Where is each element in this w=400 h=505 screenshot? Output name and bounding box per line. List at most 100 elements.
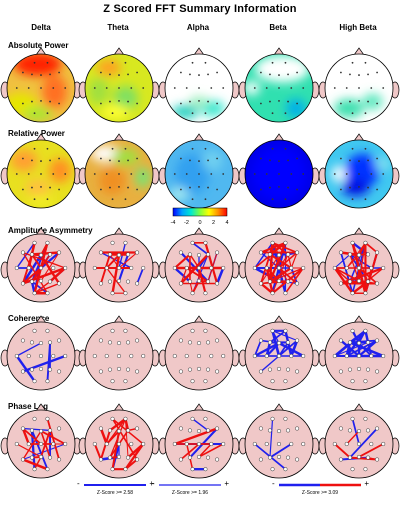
positive-link bbox=[268, 241, 274, 283]
electrode bbox=[267, 428, 273, 433]
electrode bbox=[347, 252, 353, 257]
electrode bbox=[191, 61, 194, 64]
electrode bbox=[258, 338, 263, 343]
positive-link bbox=[33, 280, 51, 294]
electrode bbox=[253, 173, 256, 175]
electrode bbox=[285, 252, 291, 257]
power-region bbox=[285, 98, 307, 118]
coherence-map-theta bbox=[78, 315, 160, 391]
negative-link bbox=[290, 339, 298, 357]
electrode bbox=[203, 291, 208, 296]
scalp-outline bbox=[324, 409, 394, 479]
negative-link bbox=[215, 266, 225, 285]
electrode bbox=[365, 455, 371, 460]
positive-link bbox=[126, 442, 145, 459]
electrode bbox=[276, 454, 282, 459]
electrode bbox=[289, 441, 294, 447]
electrode bbox=[367, 73, 369, 76]
electrode bbox=[125, 279, 131, 284]
electrode bbox=[92, 265, 97, 271]
amplitude-asymmetry-map-delta bbox=[0, 227, 82, 303]
relative-power-map-theta bbox=[78, 133, 160, 209]
negative-link bbox=[349, 253, 373, 269]
electrode bbox=[351, 112, 354, 115]
positive-link bbox=[198, 443, 225, 458]
electrode bbox=[204, 198, 207, 201]
electrode bbox=[196, 441, 202, 447]
electrode bbox=[110, 416, 115, 421]
electrode bbox=[40, 87, 42, 89]
negative-link bbox=[191, 241, 209, 256]
electrode bbox=[141, 441, 146, 447]
electrode bbox=[180, 71, 182, 74]
electrode bbox=[276, 429, 282, 434]
scalp-outline bbox=[324, 321, 394, 391]
electrode bbox=[135, 457, 140, 462]
electrode bbox=[104, 353, 109, 359]
absolute-power-map-theta bbox=[78, 47, 160, 123]
electrode bbox=[49, 186, 51, 189]
colorbar-tick-label: -2 bbox=[184, 220, 189, 226]
electrode bbox=[205, 367, 211, 372]
electrode bbox=[110, 328, 115, 333]
electrode bbox=[116, 265, 122, 271]
amplitude-asymmetry-map-beta bbox=[238, 227, 320, 303]
electrode bbox=[267, 455, 273, 460]
electrode bbox=[367, 186, 369, 189]
electrode bbox=[351, 198, 354, 201]
electrode bbox=[135, 426, 140, 431]
electrode bbox=[109, 100, 111, 103]
electrode bbox=[49, 159, 51, 162]
electrode bbox=[215, 369, 220, 374]
electrode bbox=[191, 147, 194, 150]
negative-link bbox=[173, 266, 192, 283]
electrode bbox=[178, 457, 183, 462]
electrode bbox=[270, 379, 275, 384]
electrode bbox=[27, 173, 30, 175]
positive-link bbox=[358, 267, 378, 285]
electrode bbox=[285, 340, 291, 345]
electrode bbox=[125, 340, 131, 345]
positive-link bbox=[278, 251, 298, 269]
electrode bbox=[111, 112, 114, 115]
positive-link bbox=[260, 254, 280, 285]
electrode bbox=[265, 87, 268, 89]
power-region bbox=[175, 153, 210, 195]
electrode bbox=[20, 338, 25, 343]
power-region bbox=[202, 150, 223, 171]
positive-link bbox=[364, 251, 379, 295]
coherence-map-beta bbox=[238, 315, 320, 391]
electrode bbox=[196, 353, 202, 359]
electrode bbox=[276, 278, 282, 283]
electrode bbox=[365, 428, 371, 433]
electrode bbox=[20, 426, 25, 431]
electrode bbox=[264, 353, 269, 359]
electrode bbox=[38, 341, 44, 346]
electrode bbox=[340, 188, 342, 191]
electrode bbox=[93, 87, 96, 89]
power-region bbox=[342, 179, 370, 196]
scalp-outline bbox=[244, 139, 314, 209]
electrode bbox=[205, 455, 211, 460]
electrode bbox=[110, 291, 115, 296]
electrode bbox=[350, 416, 355, 421]
electrode bbox=[22, 188, 24, 191]
electrode bbox=[98, 369, 103, 374]
positive-link bbox=[290, 251, 298, 269]
electrode bbox=[26, 353, 31, 359]
electrode bbox=[215, 281, 220, 286]
negative-link bbox=[340, 251, 354, 294]
electrode bbox=[116, 441, 122, 447]
electrode bbox=[287, 186, 289, 189]
electrode bbox=[40, 74, 42, 76]
colorbar-tick-label: -4 bbox=[171, 220, 176, 226]
electrode bbox=[252, 353, 257, 359]
electrode bbox=[278, 186, 280, 188]
electrode bbox=[369, 353, 374, 359]
electrode bbox=[135, 369, 140, 374]
electrode bbox=[110, 467, 115, 472]
negative-link bbox=[46, 341, 51, 383]
electrode bbox=[363, 379, 368, 384]
electrode bbox=[196, 429, 202, 434]
electrode bbox=[130, 87, 133, 89]
